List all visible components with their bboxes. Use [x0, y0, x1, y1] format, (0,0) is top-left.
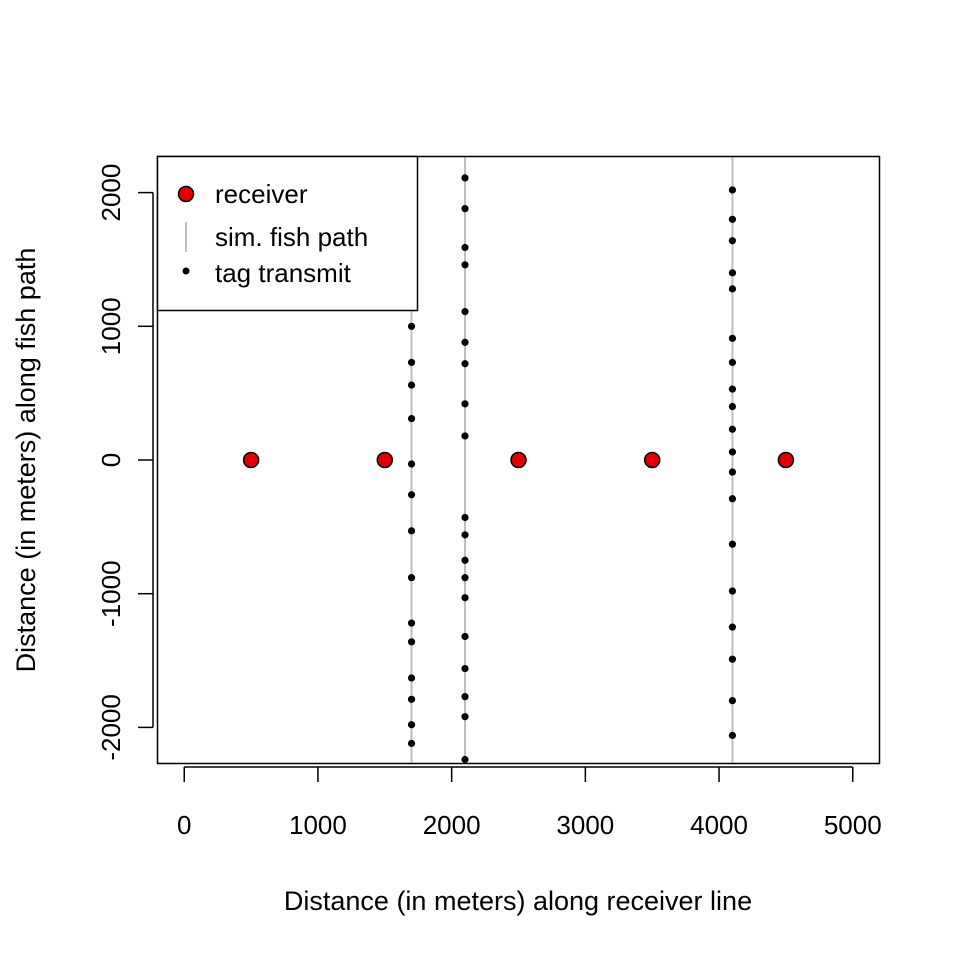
tag-transmit-point-0-12: [407, 721, 416, 729]
legend-tag-transmit-symbol: [182, 267, 190, 275]
tag-transmit-point-2-8: [728, 402, 737, 411]
tag-transmit-point-2-3: [728, 269, 737, 277]
tag-transmit-point-2-7: [728, 385, 737, 393]
receiver-point-1: [376, 451, 394, 469]
tag-transmit-point-0-4: [407, 460, 416, 468]
tag-transmit-point-0-0: [407, 322, 416, 330]
tag-transmit-point-1-12: [461, 574, 469, 582]
tag-transmit-layer: [407, 174, 737, 764]
tag-transmit-point-0-2: [407, 381, 416, 389]
legend-tag-transmit-label: tag transmit: [215, 258, 352, 288]
legend-box: [156, 155, 419, 312]
tag-transmit-point-1-14: [461, 632, 469, 641]
legend: receiver sim. fish path tag transmit: [156, 155, 419, 312]
tag-transmit-point-0-13: [407, 739, 416, 748]
tag-transmit-point-1-4: [461, 307, 469, 316]
receiver-point-3: [643, 451, 661, 469]
tag-transmit-point-1-8: [461, 432, 469, 440]
tag-transmit-point-0-11: [407, 695, 416, 703]
y-tick-label-3: 1000: [96, 297, 126, 355]
tag-transmit-point-0-7: [407, 574, 416, 582]
receiver-layer: [242, 451, 795, 469]
tag-transmit-point-2-4: [728, 285, 737, 293]
y-tick-label-2: 0: [96, 453, 126, 467]
tag-transmit-point-1-15: [461, 664, 469, 673]
tag-transmit-point-1-6: [461, 360, 469, 368]
tag-transmit-point-2-13: [728, 540, 737, 548]
tag-transmit-point-1-13: [461, 594, 469, 602]
tag-transmit-point-0-1: [407, 358, 416, 366]
tag-transmit-point-2-10: [728, 448, 737, 456]
tag-transmit-point-2-1: [728, 215, 737, 223]
tag-transmit-point-1-10: [461, 531, 469, 539]
x-axis-label: Distance (in meters) along receiver line: [284, 886, 752, 916]
y-axis-label: Distance (in meters) along fish path: [11, 248, 41, 673]
tag-transmit-point-1-11: [461, 556, 469, 564]
tag-transmit-point-2-11: [728, 468, 737, 476]
legend-receiver-symbol: [177, 185, 195, 203]
tag-transmit-point-2-15: [728, 623, 737, 631]
x-axis: 0 1000 2000 3000 4000 5000: [177, 766, 882, 840]
tag-transmit-point-0-9: [407, 638, 416, 646]
tag-transmit-point-1-1: [461, 205, 469, 213]
receiver-point-0: [242, 451, 260, 469]
tag-transmit-point-2-16: [728, 655, 737, 663]
tag-transmit-point-0-6: [407, 527, 416, 535]
tag-transmit-point-2-2: [728, 237, 737, 245]
tag-transmit-point-0-5: [407, 491, 416, 499]
x-tick-label-4: 4000: [690, 810, 748, 840]
tag-transmit-point-2-0: [728, 186, 737, 194]
tag-transmit-point-1-16: [461, 693, 469, 701]
tag-transmit-point-1-9: [461, 513, 469, 522]
tag-transmit-point-2-17: [728, 697, 737, 705]
x-tick-label-1: 1000: [289, 810, 347, 840]
receiver-point-2: [510, 451, 527, 469]
y-tick-label-4: 2000: [96, 164, 126, 222]
plot-frame: [156, 155, 881, 765]
tag-transmit-point-2-5: [728, 334, 737, 342]
x-tick-label-3: 3000: [556, 810, 614, 840]
tag-transmit-point-0-10: [407, 674, 416, 682]
tag-transmit-point-1-5: [461, 338, 469, 346]
tag-transmit-point-1-3: [461, 261, 469, 269]
y-tick-label-0: -2000: [96, 694, 126, 761]
x-tick-label-0: 0: [177, 810, 191, 840]
tag-transmit-point-2-14: [728, 587, 737, 595]
tag-transmit-point-2-12: [728, 495, 737, 503]
tag-transmit-point-2-18: [728, 731, 737, 740]
legend-receiver-label: receiver: [215, 179, 308, 209]
tag-transmit-point-0-8: [407, 619, 416, 627]
x-tick-label-2: 2000: [423, 810, 481, 840]
tag-transmit-point-1-0: [461, 174, 469, 182]
receiver-point-4: [777, 451, 795, 469]
tag-transmit-point-0-3: [407, 414, 416, 423]
x-tick-label-5: 5000: [824, 810, 882, 840]
tag-transmit-point-1-2: [461, 243, 469, 252]
tag-transmit-point-2-9: [728, 425, 737, 433]
y-axis: -2000 -1000 0 1000 2000: [96, 164, 154, 761]
tag-transmit-point-1-7: [461, 400, 469, 408]
tag-transmit-point-2-6: [728, 358, 737, 366]
tag-transmit-point-1-18: [461, 755, 469, 764]
y-tick-label-1: -1000: [96, 560, 126, 627]
legend-fish-path-label: sim. fish path: [215, 222, 368, 252]
tag-transmit-point-1-17: [461, 713, 469, 721]
